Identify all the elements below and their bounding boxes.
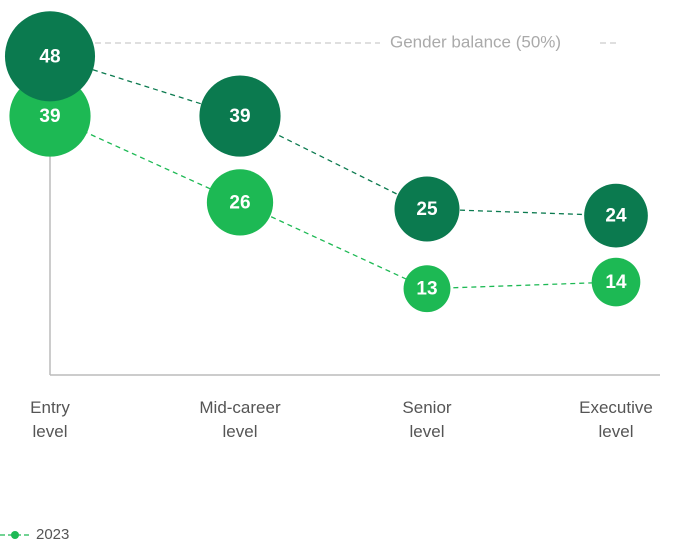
series-line — [49, 115, 617, 290]
x-tick-label: Mid-career level — [199, 398, 281, 441]
bubble — [199, 75, 281, 157]
bubble — [584, 183, 648, 248]
data-label: 14 — [605, 272, 627, 293]
reference-label: Gender balance (50%) — [390, 32, 561, 51]
data-label: 48 — [39, 46, 60, 67]
bubble — [394, 176, 460, 242]
legend-label: 2023 — [36, 526, 69, 541]
data-label: 13 — [416, 279, 437, 300]
bubble — [4, 11, 96, 102]
legend-marker — [11, 531, 19, 539]
x-tick-label: Entry level — [30, 398, 70, 441]
series-line — [49, 55, 617, 217]
bubble — [206, 169, 274, 236]
data-label: 39 — [229, 106, 250, 127]
x-tick-label: Senior level — [402, 398, 452, 441]
bubble — [403, 265, 451, 313]
data-label: 39 — [39, 106, 60, 127]
x-tick-label: Executive level — [579, 398, 653, 441]
data-label: 26 — [229, 192, 250, 213]
data-label: 25 — [416, 199, 438, 220]
bubble — [591, 257, 641, 307]
data-label: 24 — [605, 206, 627, 227]
